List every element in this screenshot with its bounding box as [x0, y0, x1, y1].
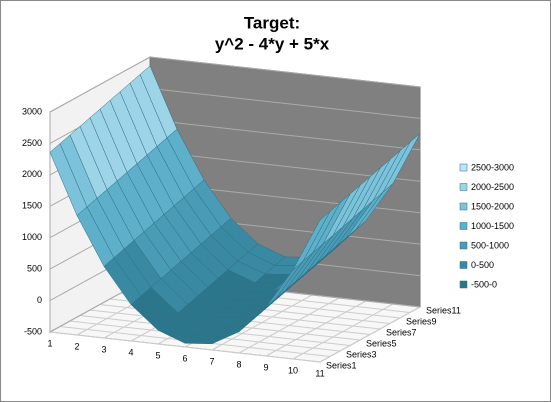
series-label: Series1 — [326, 360, 357, 370]
z-tick-label: 1500 — [22, 201, 42, 211]
legend-label: 2500-3000 — [471, 162, 514, 172]
series-label: Series3 — [346, 349, 377, 359]
surface-cell — [292, 211, 331, 270]
x-tick-label: 3 — [101, 344, 106, 354]
z-tick-label: 500 — [27, 264, 42, 274]
x-tick-label: 10 — [288, 365, 298, 375]
series-label: Series9 — [406, 316, 437, 326]
x-tick-label: 5 — [155, 350, 160, 360]
z-tick-label: 0 — [37, 295, 42, 305]
z-tick-label: 2500 — [22, 138, 42, 148]
legend-label: 1000-1500 — [471, 221, 514, 231]
floor-grid — [49, 331, 321, 363]
series-label: Series7 — [386, 327, 417, 337]
legend-swatch — [459, 202, 468, 211]
series-label: Series11 — [426, 305, 461, 315]
legend-label: 0-500 — [471, 260, 494, 270]
legend-swatch — [459, 183, 468, 191]
chart-title: Target: — [244, 13, 300, 32]
z-tick-label: -500 — [24, 326, 42, 336]
x-tick-label: 9 — [263, 362, 268, 372]
grid-line — [49, 56, 421, 113]
legend-label: -500-0 — [471, 279, 497, 289]
legend-swatch — [459, 222, 468, 230]
series-label: Series5 — [366, 338, 397, 348]
legend-swatch — [459, 261, 468, 269]
legend-label: 2000-2500 — [471, 182, 514, 192]
x-tick-label: 11 — [315, 368, 324, 378]
x-tick-label: 4 — [128, 347, 133, 357]
legend-swatch — [459, 241, 468, 250]
legend-swatch — [459, 280, 468, 289]
x-tick-label: 8 — [236, 359, 241, 369]
chart-subtitle: y^2 - 4*y + 5*x — [215, 34, 330, 53]
x-tick-label: 1 — [47, 338, 52, 348]
legend-label: 500-1000 — [471, 240, 509, 250]
legend-swatch — [459, 163, 468, 172]
z-tick-label: 2000 — [22, 169, 42, 179]
z-tick-label: 3000 — [22, 106, 42, 116]
x-tick-label: 2 — [74, 341, 79, 351]
legend-label: 1500-2000 — [471, 201, 514, 211]
x-tick-label: 7 — [209, 356, 214, 366]
x-tick-label: 6 — [182, 353, 187, 363]
z-tick-label: 1000 — [22, 232, 42, 242]
